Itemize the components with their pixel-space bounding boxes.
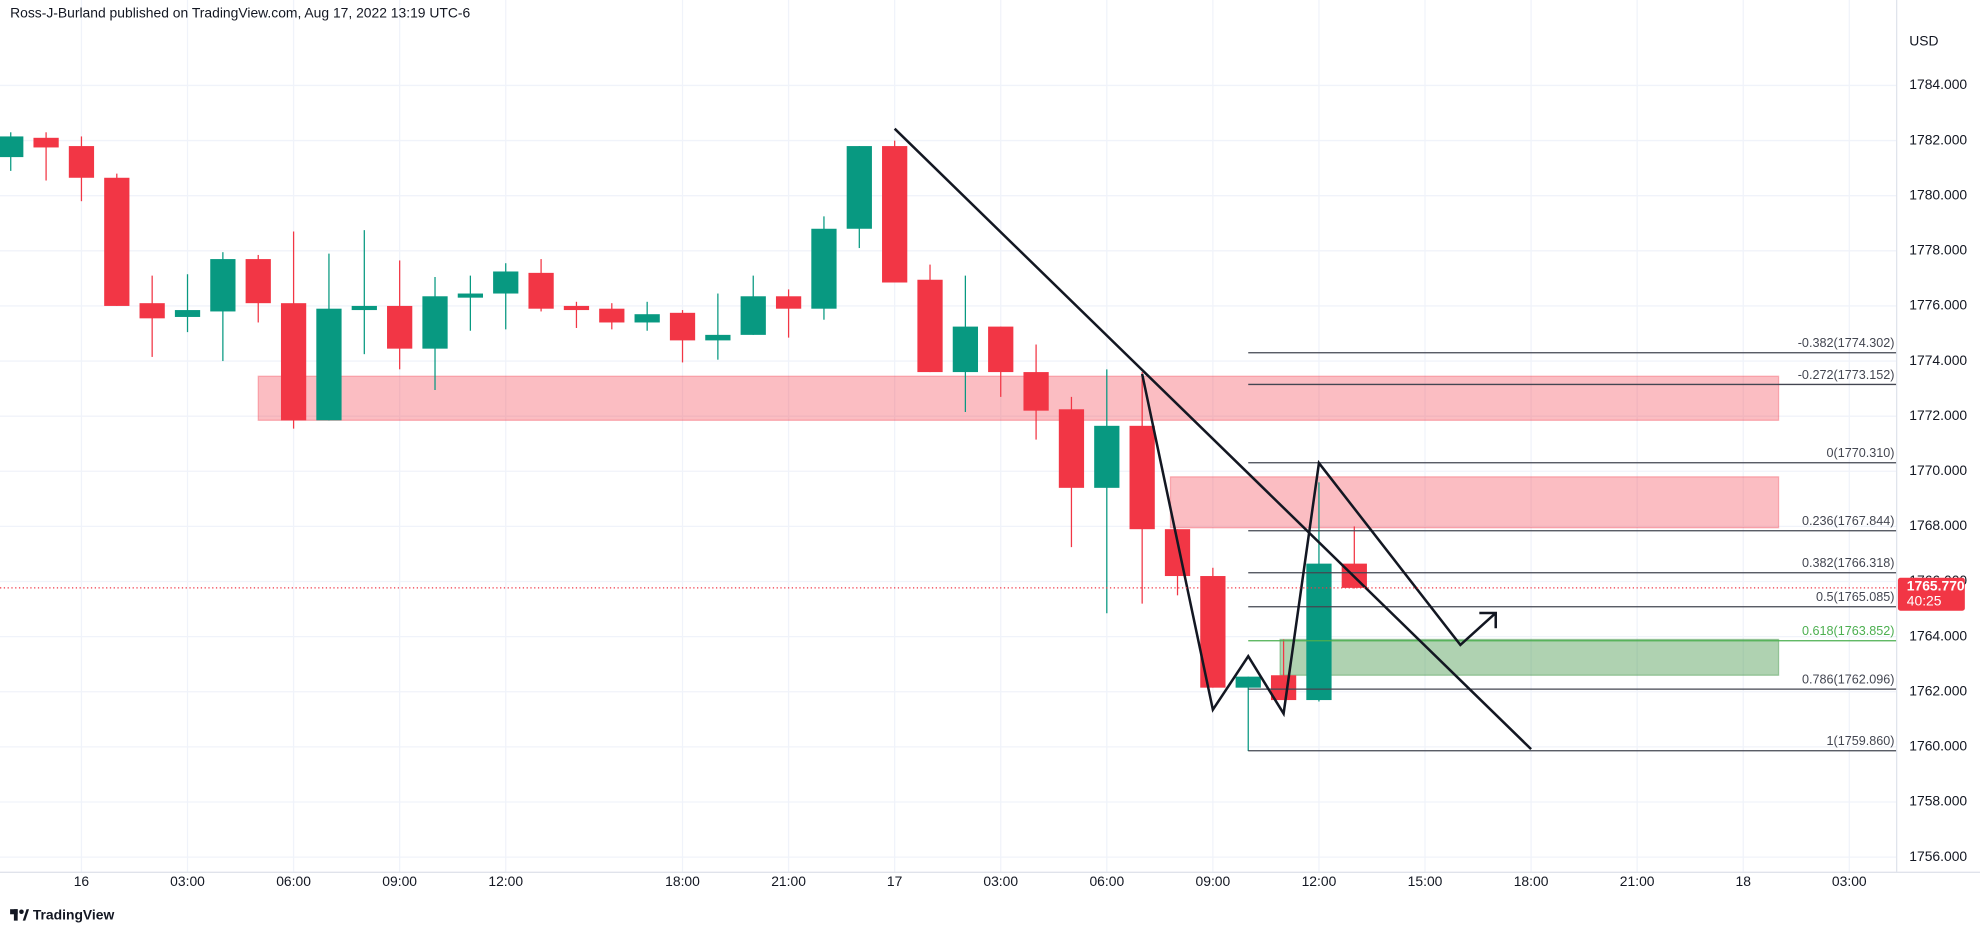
candle-body <box>104 177 130 306</box>
candle-body <box>33 137 59 148</box>
fib-label: 0(1770.310) <box>1826 446 1894 460</box>
fib-label: -0.272(1773.152) <box>1798 368 1895 382</box>
y-tick-label: 1764.000 <box>1909 627 1967 643</box>
fib-label: 1(1759.860) <box>1826 734 1894 748</box>
candle-body <box>1270 675 1297 701</box>
fib-label: 0.786(1762.096) <box>1802 673 1895 687</box>
x-tick-label: 06:00 <box>1089 873 1124 889</box>
fib-label: 0.618(1763.852) <box>1802 624 1895 638</box>
x-tick-label: 21:00 <box>1620 873 1655 889</box>
y-tick-label: 1780.000 <box>1909 186 1967 202</box>
zone <box>257 375 1780 421</box>
candle-body <box>599 308 625 323</box>
candle-body <box>811 228 837 309</box>
arrow-head <box>1479 611 1497 629</box>
trend-line <box>1140 373 1497 718</box>
fib-label: -0.382(1774.302) <box>1798 336 1895 350</box>
x-tick-label: 16 <box>74 873 90 889</box>
candle-body <box>669 312 696 341</box>
x-tick-label: 06:00 <box>276 873 311 889</box>
candle-body <box>68 146 95 178</box>
x-tick-label: 12:00 <box>1302 873 1337 889</box>
candle-body <box>705 334 731 341</box>
x-tick-label: 18:00 <box>665 873 700 889</box>
candle-body <box>846 146 872 229</box>
candle-body <box>1094 425 1120 488</box>
candle-body <box>245 259 271 304</box>
candle-body <box>1235 676 1261 688</box>
candle-body <box>917 279 943 373</box>
axes: 1756.000 1758.000 1760.000 1762.000 1764.000… <box>74 76 1968 889</box>
logo-icon <box>13 909 18 921</box>
trend-line <box>893 127 1532 751</box>
y-tick-label: 1770.000 <box>1909 462 1967 478</box>
candle-body <box>952 326 979 373</box>
x-tick-label: 09:00 <box>382 873 417 889</box>
candle-body <box>280 303 307 421</box>
x-tick-label: 09:00 <box>1196 873 1231 889</box>
countdown: 40:25 <box>1907 593 1942 609</box>
plot-area: -0.382(1774.302) -0.272(1773.152) 0(1770.3… <box>0 127 1897 752</box>
y-tick-label: 1758.000 <box>1909 793 1967 809</box>
x-tick-label: 18 <box>1736 873 1752 889</box>
currency: USD <box>1909 33 1938 49</box>
candle-body <box>634 314 660 323</box>
candle-body <box>988 326 1014 373</box>
y-tick-label: 1768.000 <box>1909 517 1967 533</box>
y-tick-label: 1772.000 <box>1909 407 1967 423</box>
publisher-note: Ross-J-Burland published on TradingView.… <box>10 5 470 21</box>
y-tick-label: 1782.000 <box>1909 131 1967 147</box>
y-tick-label: 1760.000 <box>1909 738 1967 754</box>
candle-body <box>387 305 413 349</box>
y-tick-label: 1762.000 <box>1909 682 1967 698</box>
fib-label: 0.382(1766.318) <box>1802 556 1895 570</box>
logo-icon <box>22 909 30 921</box>
last-price-box <box>1897 577 1965 611</box>
candle-body <box>139 303 165 319</box>
last-price-label: 1765.770 <box>1907 577 1965 593</box>
y-tick-label: 1776.000 <box>1909 297 1967 313</box>
x-tick-label: 03:00 <box>1832 873 1867 889</box>
y-tick-label: 1774.000 <box>1909 352 1967 368</box>
x-tick-label: 18:00 <box>1514 873 1549 889</box>
candle-body <box>457 293 484 298</box>
x-tick-label: 03:00 <box>170 873 205 889</box>
candle-body <box>0 136 24 158</box>
candle-body <box>1306 563 1332 701</box>
x-tick-label: 21:00 <box>771 873 806 889</box>
zone <box>1279 638 1780 676</box>
zone <box>1169 476 1780 529</box>
fib-label: 0.236(1767.844) <box>1802 514 1895 528</box>
logo-icon <box>19 909 24 915</box>
candle-body <box>174 310 201 317</box>
candle-body <box>775 296 802 309</box>
candle-body <box>563 305 590 311</box>
candle-body <box>316 308 342 421</box>
x-tick-label: 12:00 <box>488 873 523 889</box>
x-tick-label: 03:00 <box>983 873 1018 889</box>
candle-body <box>493 271 519 294</box>
fib-label: 0.5(1765.085) <box>1816 590 1895 604</box>
brand: TradingView <box>33 906 115 922</box>
candle-body <box>1058 409 1085 488</box>
y-tick-label: 1784.000 <box>1909 76 1967 92</box>
x-tick-label: 15:00 <box>1408 873 1443 889</box>
brand-logo: TradingView <box>10 906 114 922</box>
candle-body <box>422 296 448 349</box>
candle-body <box>882 146 908 283</box>
candle-body <box>210 259 236 312</box>
candle-body <box>528 272 554 309</box>
candle-body <box>1129 425 1155 530</box>
y-tick-label: 1778.000 <box>1909 241 1967 257</box>
candle-body <box>740 296 766 335</box>
x-tick-label: 17 <box>887 873 903 889</box>
candle-body <box>351 305 377 311</box>
candle-body <box>1023 372 1049 411</box>
y-tick-label: 1756.000 <box>1909 848 1967 864</box>
